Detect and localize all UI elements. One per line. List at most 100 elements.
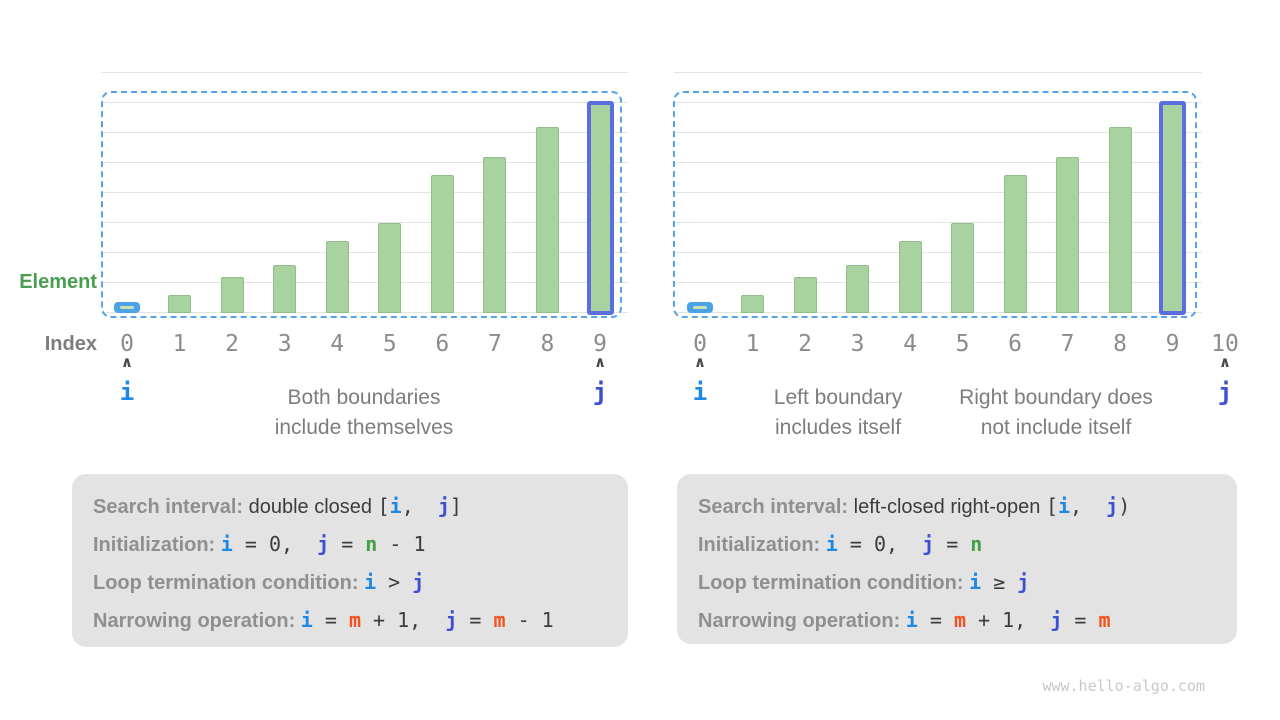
code-token-dark: = 0,	[837, 532, 923, 556]
bar-index-7	[1056, 157, 1079, 313]
element-axis-label: Element	[19, 271, 97, 293]
bar-index-3	[273, 265, 297, 313]
index-label-5: 5	[955, 331, 970, 357]
gridline	[674, 132, 1202, 133]
row-plain-text: double closed	[248, 496, 378, 518]
code-token-dark: >	[376, 570, 413, 594]
caption-line: Right boundary does	[959, 386, 1153, 409]
code-token-j: j	[317, 532, 330, 556]
gridline	[674, 222, 1202, 223]
code-token-dark: =	[457, 608, 494, 632]
bar-index-3	[846, 265, 869, 313]
index-label-2: 2	[798, 331, 812, 357]
panel-row: Initialization: i = 0, j = n - 1	[93, 526, 628, 564]
code-token-dark: ,	[1070, 494, 1107, 518]
pointer-j: j	[592, 378, 608, 406]
index-label-1: 1	[745, 331, 760, 357]
code-token-j: j	[1050, 608, 1063, 632]
row-label: Search interval:	[698, 496, 854, 518]
pointer-caret-j: ∧	[1218, 353, 1232, 371]
code-token-dark: [	[1045, 494, 1058, 518]
code-token-dark: =	[934, 532, 971, 556]
code-token-i: i	[1058, 494, 1071, 518]
bar-index-5	[951, 223, 974, 313]
index-label-3: 3	[850, 331, 865, 357]
bar-index-1	[168, 295, 192, 313]
bar-index-4	[325, 241, 349, 313]
code-token-dark: - 1	[377, 532, 426, 556]
code-token-j: j	[437, 494, 450, 518]
index-label-5: 5	[382, 331, 397, 357]
code-token-i: i	[825, 532, 838, 556]
code-token-j: j	[1106, 494, 1119, 518]
code-token-dark: = 0,	[232, 532, 318, 556]
summary-panel-left-closed-right-open-summary: Search interval: left-closed right-open …	[677, 474, 1237, 644]
index-label-4: 4	[903, 331, 917, 357]
gridline	[674, 72, 1202, 73]
bar-index-7	[483, 157, 507, 313]
row-label: Narrowing operation:	[698, 610, 906, 632]
code-token-m: m	[1098, 608, 1111, 632]
gridline	[101, 312, 628, 313]
bar-index-0-inner	[120, 306, 134, 309]
panel-row: Search interval: left-closed right-open …	[698, 488, 1237, 526]
code-token-i: i	[969, 570, 982, 594]
panel-row: Narrowing operation: i = m + 1, j = m	[698, 602, 1237, 640]
gridline	[674, 252, 1202, 253]
caption-line: include themselves	[274, 416, 454, 439]
gridline	[101, 162, 628, 163]
caption-line: Both boundaries	[287, 386, 441, 409]
code-token-dark: + 1,	[361, 608, 446, 632]
row-label: Loop termination condition:	[93, 572, 365, 594]
pointer-i: i	[692, 378, 708, 406]
index-label-0: 0	[120, 331, 134, 357]
row-label: Search interval:	[93, 496, 249, 518]
pointer-caret-j: ∧	[593, 353, 607, 371]
gridline	[674, 102, 1202, 103]
bar-index-5	[378, 223, 402, 313]
panel-row: Narrowing operation: i = m + 1, j = m - …	[93, 602, 628, 640]
index-label-1: 1	[172, 331, 187, 357]
bar-index-2	[220, 277, 244, 313]
pointer-caret-i: ∧	[120, 353, 134, 371]
code-token-m: m	[348, 608, 362, 632]
caption: Left boundary includes itself	[774, 383, 902, 443]
gridline	[101, 222, 628, 223]
row-label: Loop termination condition:	[698, 572, 970, 594]
code-token-dark: =	[1062, 608, 1099, 632]
code-token-dark: ≥	[981, 570, 1018, 594]
panel-row: Search interval: double closed [i, j]	[93, 488, 628, 526]
index-label-6: 6	[435, 331, 450, 357]
bar-index-1	[741, 295, 764, 313]
caption-line: not include itself	[980, 416, 1132, 439]
code-token-i: i	[220, 532, 233, 556]
index-label-7: 7	[487, 331, 502, 357]
bar-index-9-outlined	[1159, 101, 1186, 315]
bar-index-0-inner	[693, 306, 707, 309]
index-label-3: 3	[277, 331, 292, 357]
bar-index-0-highlighted	[687, 302, 713, 313]
code-token-dark: =	[917, 608, 954, 632]
index-label-9: 9	[593, 331, 607, 357]
row-label: Initialization:	[93, 534, 221, 556]
bar-index-4	[898, 241, 922, 313]
code-token-dark: + 1,	[966, 608, 1051, 632]
code-token-i: i	[389, 494, 402, 518]
index-label-4: 4	[330, 331, 345, 357]
code-token-j: j	[922, 532, 935, 556]
code-token-dark: =	[312, 608, 349, 632]
pointer-j: j	[1217, 378, 1233, 406]
row-plain-text: left-closed right-open	[853, 496, 1046, 518]
code-token-dark: )	[1118, 494, 1131, 518]
code-token-n: n	[365, 532, 378, 556]
bar-index-8	[535, 127, 559, 313]
gridline	[101, 72, 628, 73]
code-token-n: n	[970, 532, 983, 556]
summary-panel-double-closed-summary: Search interval: double closed [i, j] Ini…	[72, 474, 628, 647]
code-token-i: i	[300, 608, 313, 632]
bar-index-9-outlined	[586, 101, 614, 315]
watermark: www.hello-algo.com	[1042, 677, 1205, 695]
pointer-caret-i: ∧	[693, 353, 707, 371]
index-label-7: 7	[1060, 331, 1075, 357]
